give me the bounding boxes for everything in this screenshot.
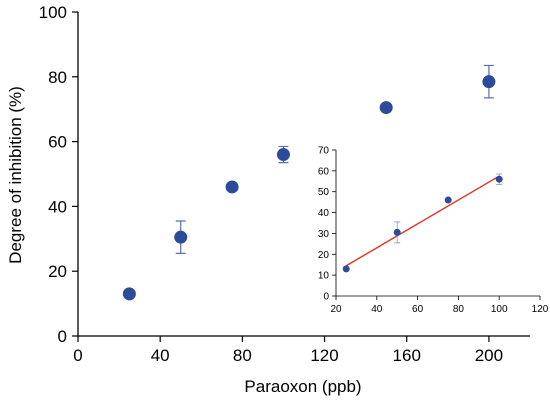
main-y-tick-label: 100 xyxy=(39,3,67,22)
main-x-tick-label: 160 xyxy=(393,346,421,365)
inset-y-tick-label: 20 xyxy=(318,250,330,261)
inset-y-tick-label: 60 xyxy=(318,166,330,177)
main-x-tick-label: 0 xyxy=(73,346,82,365)
inset-y-tick-label: 70 xyxy=(318,146,330,157)
main-y-tick-label: 80 xyxy=(48,68,67,87)
main-data-point xyxy=(482,75,496,89)
inset-x-tick-label: 80 xyxy=(453,304,465,315)
inset-x-tick-label: 60 xyxy=(412,304,424,315)
main-data-point xyxy=(225,180,239,194)
main-y-tick-label: 40 xyxy=(48,197,67,216)
inset-x-tick-label: 120 xyxy=(532,304,549,315)
main-data-point xyxy=(379,101,393,115)
x-axis-label: Paraoxon (ppb) xyxy=(244,377,361,396)
main-x-tick-label: 120 xyxy=(310,346,338,365)
inset-data-point xyxy=(393,228,401,236)
inset-data-point xyxy=(495,175,503,183)
inset-fit-line xyxy=(345,175,500,267)
main-x-tick-label: 200 xyxy=(475,346,503,365)
inset-y-tick-label: 0 xyxy=(323,292,329,303)
main-y-tick-label: 20 xyxy=(48,262,67,281)
inset-data-point xyxy=(444,196,452,204)
main-y-tick-label: 0 xyxy=(58,327,67,346)
inset-x-tick-label: 20 xyxy=(330,304,342,315)
inset-x-tick-label: 40 xyxy=(371,304,383,315)
main-data-point xyxy=(276,148,290,162)
inset-y-tick-label: 30 xyxy=(318,229,330,240)
inset-y-tick-label: 10 xyxy=(318,271,330,282)
inset-y-tick-label: 50 xyxy=(318,187,330,198)
main-x-tick-label: 80 xyxy=(233,346,252,365)
inset-y-tick-label: 40 xyxy=(318,208,330,219)
inset-plot: 20 40 60 80 100 120 0 10 20 30 40 50 60 70 xyxy=(318,146,549,316)
main-data-point xyxy=(174,230,188,244)
y-axis-label: Degree of inhibition (%) xyxy=(6,86,25,264)
inset-x-tick-label: 100 xyxy=(491,304,508,315)
inset-data-point xyxy=(342,265,350,273)
main-data-point xyxy=(122,287,136,301)
main-y-tick-label: 60 xyxy=(48,133,67,152)
main-x-tick-label: 40 xyxy=(151,346,170,365)
